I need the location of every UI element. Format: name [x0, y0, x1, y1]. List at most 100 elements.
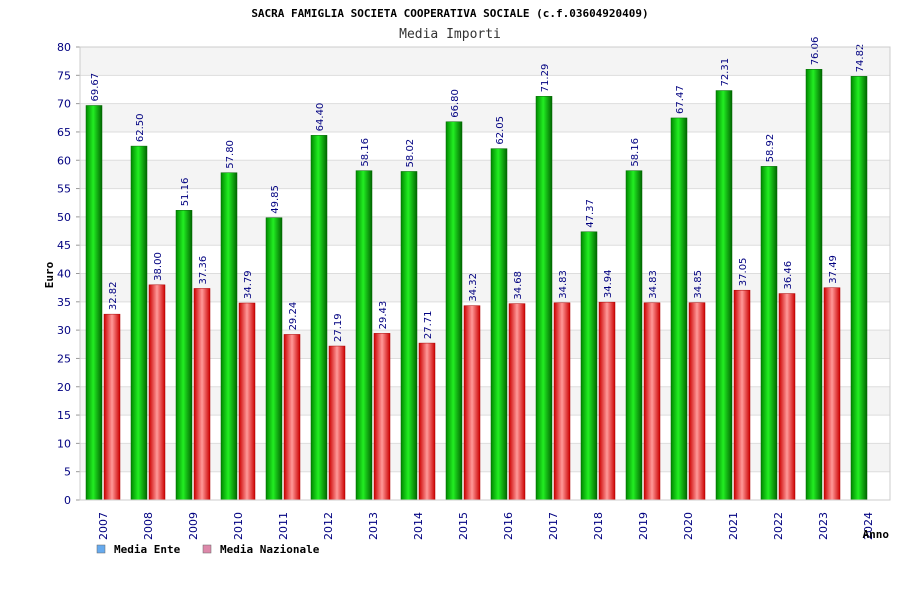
grid-band	[80, 386, 890, 416]
grid-band	[80, 301, 890, 331]
y-tick-label: 75	[57, 69, 71, 82]
y-tick-label: 25	[57, 352, 71, 365]
bar-media-nazionale	[508, 303, 526, 501]
y-tick-label: 10	[57, 437, 71, 450]
data-label: 76.06	[810, 37, 821, 66]
x-tick-label: 2012	[322, 512, 335, 540]
bar-media-nazionale	[778, 293, 796, 501]
data-label: 72.31	[720, 58, 731, 87]
grid-band	[80, 471, 890, 500]
x-tick-label: 2007	[97, 512, 110, 540]
x-tick-label: 2023	[817, 512, 830, 540]
bar-media-ente	[535, 96, 553, 501]
bar-media-nazionale	[418, 342, 436, 501]
grid	[80, 46, 890, 501]
bar-media-nazionale	[598, 301, 616, 501]
legend-swatch	[202, 544, 212, 554]
bar-media-nazionale	[643, 302, 661, 501]
data-label: 69.67	[90, 73, 101, 102]
data-label: 34.83	[558, 270, 569, 299]
legend: Media Ente Media Nazionale	[96, 543, 320, 556]
bar-media-nazionale	[823, 287, 841, 501]
bar-media-nazionale	[328, 345, 346, 501]
x-tick-label: 2008	[142, 512, 155, 540]
x-tick-label: 2010	[232, 512, 245, 540]
y-tick-label: 55	[57, 183, 71, 196]
data-label: 32.82	[108, 282, 119, 311]
data-label: 74.82	[855, 44, 866, 73]
data-label: 47.37	[585, 199, 596, 228]
y-tick-label: 45	[57, 239, 71, 252]
grid-band	[80, 216, 890, 246]
y-tick-label: 60	[57, 154, 71, 167]
y-axis-title: Euro	[43, 261, 56, 288]
grid-band	[80, 75, 890, 104]
bar-media-ente	[355, 170, 373, 501]
data-label: 34.68	[513, 271, 524, 300]
bar-media-nazionale	[733, 289, 751, 501]
data-label: 67.47	[675, 85, 686, 114]
y-tick-label: 80	[57, 41, 71, 54]
grid-band	[80, 131, 890, 161]
y-tick-label: 50	[57, 211, 71, 224]
grid-band	[80, 443, 890, 472]
data-label: 29.24	[288, 302, 299, 331]
x-tick-label: 2019	[637, 512, 650, 540]
grid-band	[80, 358, 890, 387]
y-tick-label: 5	[64, 466, 71, 479]
data-label: 58.16	[630, 138, 641, 167]
data-label: 34.83	[648, 270, 659, 299]
bar-media-ente	[805, 69, 823, 501]
grid-band	[80, 245, 890, 274]
bar-media-ente	[220, 172, 238, 501]
data-label: 64.40	[315, 103, 326, 132]
data-label: 62.50	[135, 113, 146, 142]
grid-band	[80, 273, 890, 302]
data-label: 29.43	[378, 301, 389, 330]
data-label: 57.80	[225, 140, 236, 169]
grid-band	[80, 188, 890, 217]
bar-media-ente	[760, 166, 778, 501]
x-tick-label: 2021	[727, 512, 740, 540]
data-label: 58.02	[405, 139, 416, 168]
data-label: 27.19	[333, 313, 344, 342]
y-tick-label: 0	[64, 494, 71, 507]
y-tick-label: 35	[57, 296, 71, 309]
bar-media-ente	[715, 90, 733, 501]
chart-title: SACRA FAMIGLIA SOCIETA COOPERATIVA SOCIA…	[251, 7, 648, 20]
x-tick-label: 2014	[412, 512, 425, 540]
data-label: 34.85	[693, 270, 704, 299]
x-tick-label: 2011	[277, 512, 290, 540]
bar-media-nazionale	[283, 334, 301, 501]
data-label: 58.16	[360, 138, 371, 167]
x-tick-label: 2016	[502, 512, 515, 540]
data-label: 58.92	[765, 134, 776, 163]
data-label: 27.71	[423, 310, 434, 339]
y-tick-label: 20	[57, 381, 71, 394]
legend-swatch	[96, 544, 106, 554]
y-tick-label: 30	[57, 324, 71, 337]
x-tick-label: 2015	[457, 512, 470, 540]
x-tick-label: 2022	[772, 512, 785, 540]
bar-media-ente	[175, 210, 193, 501]
bar-media-ente	[265, 217, 283, 501]
y-tick-label: 40	[57, 268, 71, 281]
x-tick-label: 2024	[862, 512, 875, 540]
bar-media-ente	[580, 231, 598, 501]
bar-media-ente	[310, 135, 328, 501]
x-tick-label: 2009	[187, 512, 200, 540]
bar-media-nazionale	[373, 333, 391, 501]
bar-media-ente	[490, 148, 508, 501]
bar-media-nazionale	[193, 288, 211, 501]
legend-label: Media Ente	[114, 543, 181, 556]
bar-media-ente	[400, 171, 418, 501]
data-label: 71.29	[540, 64, 551, 93]
bar-media-nazionale	[553, 302, 571, 501]
grid-band	[80, 47, 890, 76]
bar-media-nazionale	[148, 284, 166, 501]
data-label: 62.05	[495, 116, 506, 145]
bar-media-ente	[625, 170, 643, 501]
data-label: 37.49	[828, 255, 839, 284]
bar-media-ente	[130, 145, 148, 501]
grid-band	[80, 415, 890, 444]
